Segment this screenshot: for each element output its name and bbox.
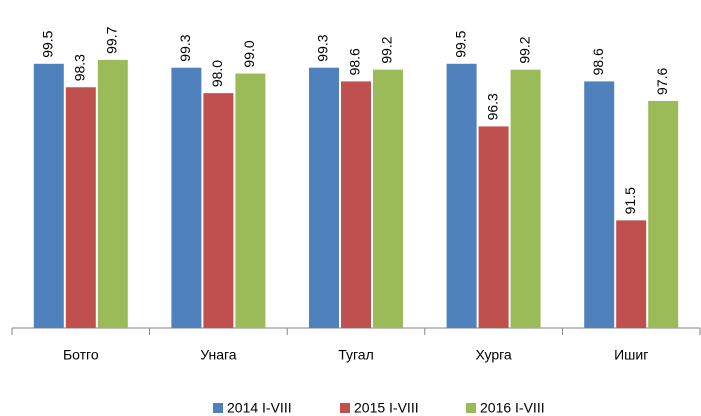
data-label: 99.7 bbox=[104, 26, 120, 53]
data-label: 99.2 bbox=[379, 36, 395, 63]
data-label: 96.3 bbox=[484, 93, 500, 120]
data-label: 99.5 bbox=[452, 30, 468, 57]
bar bbox=[510, 69, 541, 329]
data-label: 98.6 bbox=[347, 48, 363, 75]
data-label: 98.3 bbox=[72, 54, 88, 81]
legend-label: 2015 I-VIII bbox=[354, 400, 419, 416]
bar bbox=[171, 67, 202, 328]
legend-swatch bbox=[340, 403, 350, 413]
bar bbox=[446, 63, 477, 329]
legend-swatch bbox=[466, 403, 476, 413]
x-tick-label: Ишиг bbox=[614, 347, 648, 363]
legend-label: 2016 I-VIII bbox=[480, 400, 545, 416]
bar bbox=[309, 67, 339, 328]
bar bbox=[584, 81, 615, 329]
bar bbox=[33, 63, 64, 329]
data-label: 99.3 bbox=[177, 34, 193, 61]
bar bbox=[65, 87, 96, 329]
bar bbox=[616, 220, 647, 328]
bar bbox=[478, 126, 509, 329]
data-label: 99.3 bbox=[315, 34, 331, 61]
bar bbox=[235, 73, 266, 328]
bar bbox=[341, 81, 371, 329]
bar bbox=[203, 93, 234, 329]
x-tick-label: Унага bbox=[200, 347, 237, 363]
data-label: 99.2 bbox=[516, 36, 532, 63]
bar bbox=[648, 100, 679, 328]
x-tick-label: Хурга bbox=[475, 347, 511, 363]
legend-label: 2014 I-VIII bbox=[227, 400, 292, 416]
bar bbox=[373, 69, 403, 329]
data-label: 99.0 bbox=[241, 40, 257, 67]
data-label: 97.6 bbox=[654, 68, 670, 95]
data-label: 98.0 bbox=[209, 60, 225, 87]
bar bbox=[97, 59, 128, 328]
x-tick-label: Ботго bbox=[63, 347, 99, 363]
legend-swatch bbox=[213, 403, 223, 413]
data-label: 91.5 bbox=[622, 187, 638, 214]
x-tick-label: Тугал bbox=[338, 347, 374, 363]
data-label: 99.5 bbox=[40, 30, 56, 57]
data-label: 98.6 bbox=[590, 48, 606, 75]
